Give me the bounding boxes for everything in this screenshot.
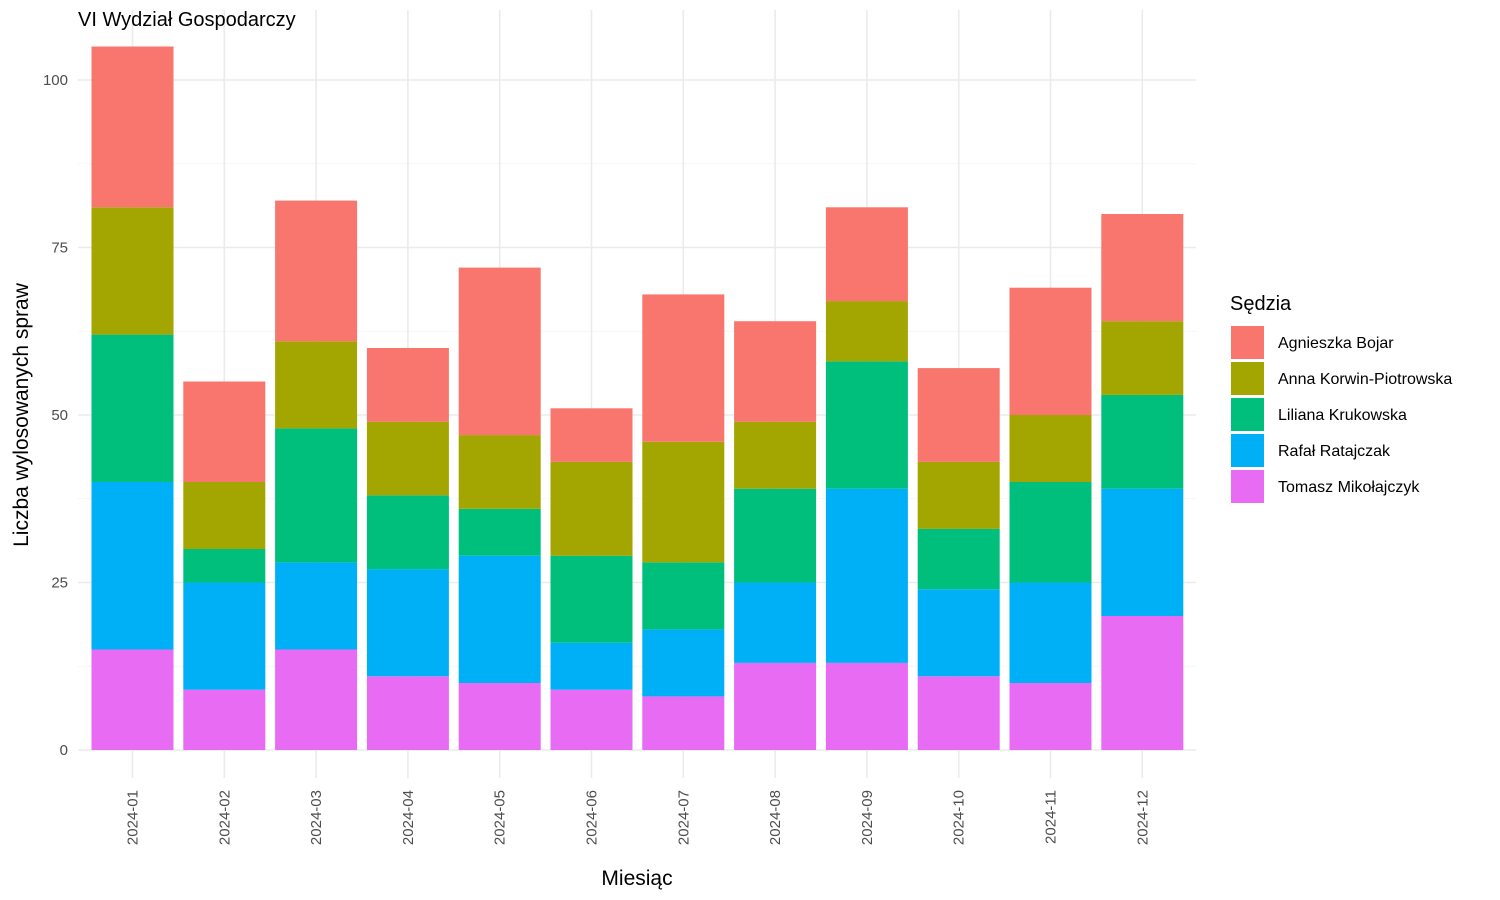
bar-segment [91, 482, 174, 650]
bar-segment [275, 200, 358, 342]
bar-segment [917, 528, 1000, 590]
y-axis-title: Liczba wylosowanych spraw [10, 282, 33, 547]
bar-segment [458, 435, 541, 509]
bar-segment [642, 629, 725, 697]
bar-segment [1009, 582, 1092, 683]
bar-segment [91, 207, 174, 335]
bar-segment [366, 348, 449, 422]
bar-segment [275, 562, 358, 650]
legend-label: Tomasz Mikołajczyk [1278, 479, 1420, 496]
legend-key [1231, 470, 1264, 503]
x-tick-label: 2024-12 [1134, 790, 1151, 845]
bar-segment [1101, 616, 1184, 750]
bar-segment [1009, 287, 1092, 415]
bar-segment [366, 569, 449, 677]
bar-segment [917, 368, 1000, 462]
bar-segment [550, 408, 633, 462]
bar-segment [458, 555, 541, 683]
bar-segment [458, 683, 541, 750]
bar-segment [642, 294, 725, 442]
bar-segment [275, 341, 358, 429]
x-axis-ticks: 2024-01 2024-02 2024-03 2024-04 2024-05 2024-… [125, 790, 1152, 845]
x-tick-label: 2024-07 [675, 790, 692, 845]
x-tick-label: 2024-04 [400, 790, 417, 845]
chart-title: VI Wydział Gospodarczy [78, 9, 296, 31]
bar-segment [550, 689, 633, 750]
legend: Sędzia Agnieszka Bojar Anna Korwin-Piotro… [1230, 293, 1452, 503]
bar-segment [642, 696, 725, 750]
bar-segment [734, 321, 817, 422]
bar-segment [458, 267, 541, 436]
x-axis-title: Miesiąc [601, 867, 672, 890]
y-tick-label: 50 [51, 407, 68, 424]
legend-key [1231, 434, 1264, 467]
bar-segment [183, 482, 266, 549]
bar-segment [366, 676, 449, 750]
bar-segment [1009, 415, 1092, 482]
x-tick-label: 2024-01 [125, 790, 142, 845]
bar-segment [734, 421, 817, 489]
y-tick-label: 100 [43, 72, 68, 89]
legend-label: Anna Korwin-Piotrowska [1278, 371, 1452, 388]
bar-segment [825, 662, 908, 750]
bar-segment [183, 582, 266, 690]
bar-segment [275, 649, 358, 750]
bar-segment [825, 301, 908, 362]
legend-label: Rafał Ratajczak [1278, 443, 1391, 460]
legend-key [1231, 326, 1264, 359]
bar-segment [91, 46, 174, 208]
bar-segment [917, 589, 1000, 677]
bar-segment [917, 676, 1000, 750]
bar-segment [183, 381, 266, 482]
bar-segment [642, 441, 725, 563]
bar-segment [1101, 214, 1184, 322]
bar-segment [550, 461, 633, 556]
y-tick-label: 25 [51, 575, 68, 592]
x-tick-label: 2024-02 [216, 790, 233, 845]
x-tick-label: 2024-10 [951, 790, 968, 845]
bar-segment [734, 488, 817, 583]
legend-key [1231, 362, 1264, 395]
bar-segment [550, 642, 633, 690]
bar-segment [91, 649, 174, 750]
legend-title: Sędzia [1230, 293, 1292, 315]
bar-segment [1101, 321, 1184, 395]
bar-segment [734, 582, 817, 663]
x-tick-label: 2024-09 [859, 790, 876, 845]
legend-label: Liliana Krukowska [1278, 407, 1407, 424]
bar-segment [917, 461, 1000, 529]
y-tick-label: 75 [51, 240, 68, 257]
bar-segment [1009, 482, 1092, 583]
bar-segment [734, 662, 817, 750]
x-tick-label: 2024-05 [492, 790, 509, 845]
bar-segment [366, 495, 449, 570]
bar-segment [1101, 394, 1184, 489]
y-axis-ticks: 0 25 50 75 100 [43, 72, 68, 759]
x-tick-label: 2024-06 [584, 790, 601, 845]
bar-segment [183, 549, 266, 583]
bar-segment [458, 508, 541, 556]
bar-segment [825, 488, 908, 663]
bar-segment [825, 207, 908, 302]
bar-segment [366, 421, 449, 496]
bar-segment [91, 334, 174, 482]
bar-segment [550, 555, 633, 643]
bar-segment [642, 562, 725, 630]
bar-segment [183, 689, 266, 750]
bar-segment [1009, 683, 1092, 750]
x-tick-label: 2024-08 [767, 790, 784, 845]
legend-key [1231, 398, 1264, 431]
legend-label: Agnieszka Bojar [1278, 335, 1394, 352]
x-tick-label: 2024-03 [308, 790, 325, 845]
bar-segment [1101, 488, 1184, 616]
x-tick-label: 2024-11 [1043, 790, 1060, 844]
bar-segment [825, 361, 908, 489]
y-tick-label: 0 [60, 742, 68, 759]
bar-segment [275, 428, 358, 563]
bars [91, 46, 1184, 750]
